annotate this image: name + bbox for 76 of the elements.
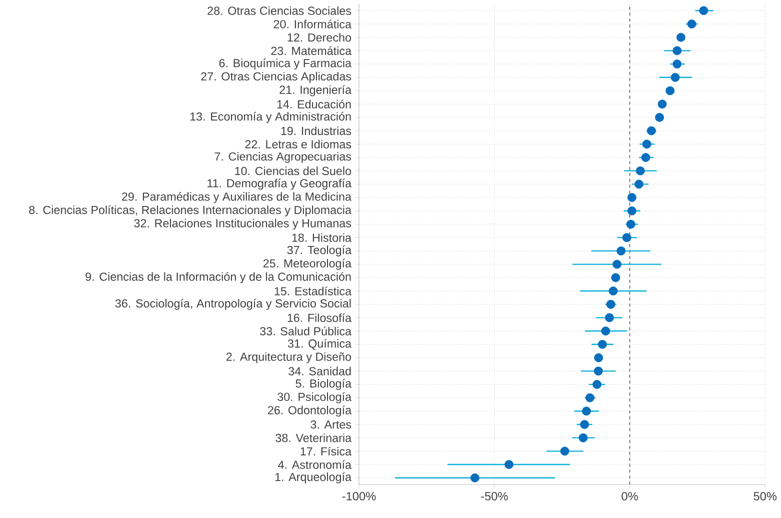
y-tick-label: 19. Industrias [281,126,352,135]
y-tick-label: 34. Sanidad [288,366,351,376]
y-tick-label: 30. Psicología [278,392,352,404]
y-tick-label: 20. Informática [274,19,352,28]
point [592,380,602,389]
point [627,192,636,202]
y-tick-label: 38. Veterinaria [276,433,352,442]
point [670,72,680,82]
y-tick-label: 31. Química [288,338,352,350]
point [676,32,686,42]
y-tick-label: 16. Filosofía [288,313,352,322]
y-tick-label: 27. Otras Ciencias Aplicadas [201,72,352,83]
point [594,366,603,376]
point [672,59,682,68]
y-tick-label: 18. Historia [292,233,352,242]
y-tick-label: 2. Arquitectura y Diseño [226,352,352,364]
y-tick-label: 28. Otras Ciencias Sociales [208,6,352,15]
y-tick-label: 6. Bioquímica y Farmacia [219,58,352,70]
y-tick-label: 1. Arqueología [275,472,352,484]
point [642,140,652,148]
y-tick-label: 15. Estadística [274,286,352,296]
point [699,6,708,15]
point [666,86,675,96]
point [601,326,610,336]
point [470,473,480,482]
y-tick-label: 22. Letras e Idiomas [245,140,352,148]
point [646,126,656,136]
point [608,286,618,296]
y-tick-label: 25. Meteorología [263,258,352,270]
y-tick-label: 23. Matemática [271,46,352,55]
point [612,260,622,269]
point [616,246,626,256]
point [627,206,636,216]
point [634,180,644,188]
y-tick-label: 37. Teología [287,245,352,256]
y-tick-label: 21. Ingeniería [280,85,352,96]
y-tick-label: 33. Salud Pública [260,326,352,336]
point [655,112,664,122]
point [606,300,616,309]
point [641,152,650,162]
x-tick-label: -100% [342,492,376,500]
y-tick-label: 8. Ciencias Políticas, Relaciones Internacionales y Diplomacia [29,205,352,216]
point [626,220,636,229]
y-tick-label: 17. Física [300,446,352,456]
point [598,340,607,349]
y-tick-label: 11. Demografía y Geografía [208,178,352,190]
point [594,353,604,362]
x-tick-label: 50% [754,492,777,500]
y-tick-label: 9. Ciencias de la Información y de la Comunicación [86,272,351,283]
y-tick-label: 14. Educación [277,100,351,108]
point [585,393,594,402]
y-tick-label: 36. Sociología, Antropología y Servicio Social [115,298,351,310]
y-tick-label: 3. Artes [310,420,352,428]
point [687,19,696,28]
point [582,406,591,416]
point [560,446,570,456]
x-tick-label: 0% [622,492,638,500]
y-tick-label: 29. Paramédicas y Auxiliares de la Medicina [122,192,352,203]
y-tick-label: 26. Odontología [268,405,352,416]
point [580,420,589,429]
point [658,99,667,108]
point [604,313,614,322]
point [611,273,620,282]
x-tick-label: -50% [481,492,508,500]
y-tick-label: 7. Ciencias Agropecuarias [214,152,352,163]
point [504,460,514,469]
point [636,166,645,176]
y-tick-label: 5. Biología [296,378,352,390]
y-tick-label: 10. Ciencias del Suelo [235,166,352,175]
y-tick-label: 13. Economía y Administración [190,112,351,123]
y-tick-label: 4. Astronomía [278,460,352,469]
y-tick-label: 12. Derecho [288,32,352,42]
point [672,46,682,55]
point [578,433,588,442]
y-tick-label: 32. Relaciones Institucionales y Humanas [134,218,352,230]
point [622,232,632,242]
